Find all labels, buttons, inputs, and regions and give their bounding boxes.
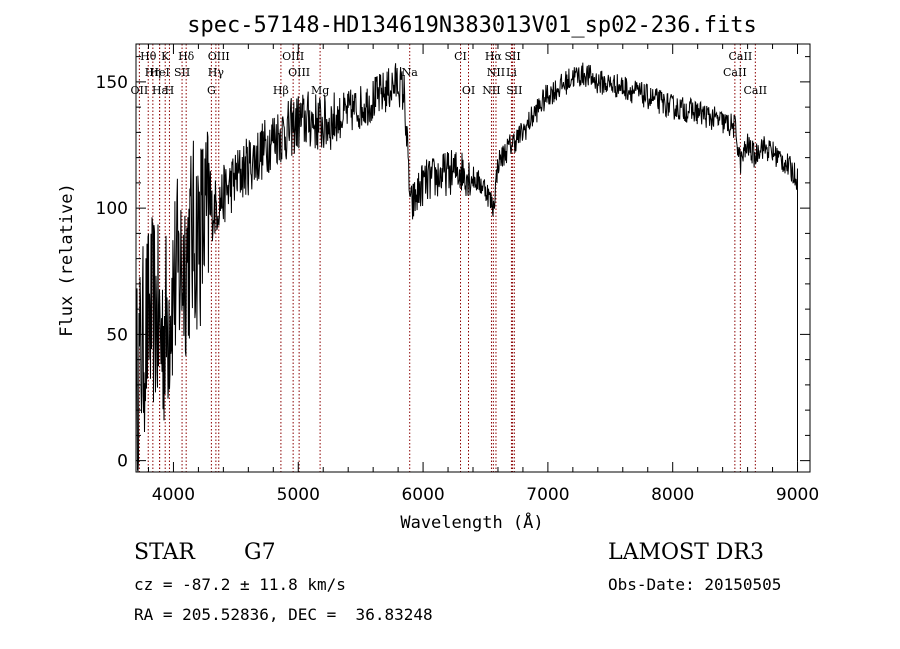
line-label-20: H xyxy=(165,84,175,97)
line-label-19: Hε xyxy=(152,84,168,97)
spectral-line-markers xyxy=(138,44,756,472)
observation-date: Obs-Date: 20150505 xyxy=(608,575,782,594)
line-label-10: HeI xyxy=(149,66,169,79)
line-label-9: Hη xyxy=(145,66,161,79)
x-tick-label-4: 8000 xyxy=(651,485,694,505)
x-axis-label: Wavelength (Å) xyxy=(400,511,543,533)
line-label-16: Li xyxy=(506,66,517,79)
y-axis-ticks: 0 50 100 150 xyxy=(96,56,810,472)
line-label-2: Hδ xyxy=(178,50,195,63)
line-label-1: K xyxy=(161,50,170,63)
ra-dec: RA = 205.52836, DEC = 36.83248 xyxy=(134,605,433,624)
x-tick-label-1: 5000 xyxy=(277,485,320,505)
spectrum-line xyxy=(135,62,798,472)
line-label-25: NII xyxy=(482,84,500,97)
line-label-24: OI xyxy=(462,84,475,97)
y-tick-label-1: 50 xyxy=(106,325,128,345)
line-label-27: CaII xyxy=(743,84,767,97)
line-label-17: CaII xyxy=(723,66,747,79)
line-label-23: Mg xyxy=(311,84,329,97)
object-class: STAR xyxy=(134,540,195,565)
x-axis-ticks: 4000 5000 6000 7000 8000 9000 xyxy=(147,44,819,505)
line-label-0: Hθ xyxy=(140,50,157,63)
line-label-5: CI xyxy=(454,50,467,63)
x-tick-label-2: 6000 xyxy=(401,485,444,505)
line-label-14: Na xyxy=(402,66,419,79)
x-tick-label-0: 4000 xyxy=(152,485,195,505)
line-label-13: OIII xyxy=(288,66,310,79)
line-label-18: OII xyxy=(131,84,149,97)
x-tick-label-3: 7000 xyxy=(526,485,569,505)
line-label-26: SII xyxy=(506,84,522,97)
y-axis-label: Flux (relative) xyxy=(57,183,77,337)
line-label-8: CaII xyxy=(729,50,753,63)
survey-name: LAMOST DR3 xyxy=(608,540,764,565)
y-tick-label-2: 100 xyxy=(96,199,128,219)
line-label-15: NII xyxy=(487,66,505,79)
chart-title: spec-57148-HD134619N383013V01_sp02-236.f… xyxy=(187,13,757,38)
y-tick-label-3: 150 xyxy=(96,73,128,93)
object-subclass: G7 xyxy=(244,540,276,565)
line-label-6: Hα xyxy=(485,50,503,63)
redshift-cz: cz = -87.2 ± 11.8 km/s xyxy=(134,575,346,594)
line-label-4: OIII xyxy=(282,50,304,63)
line-label-7: SII xyxy=(504,50,520,63)
x-tick-label-5: 9000 xyxy=(776,485,819,505)
line-label-12: Hγ xyxy=(208,66,225,79)
line-label-22: Hβ xyxy=(273,84,289,97)
line-label-11: SII xyxy=(174,66,190,79)
line-label-3: OIII xyxy=(208,50,230,63)
y-tick-label-0: 0 xyxy=(117,452,128,472)
line-label-21: G xyxy=(207,84,216,97)
